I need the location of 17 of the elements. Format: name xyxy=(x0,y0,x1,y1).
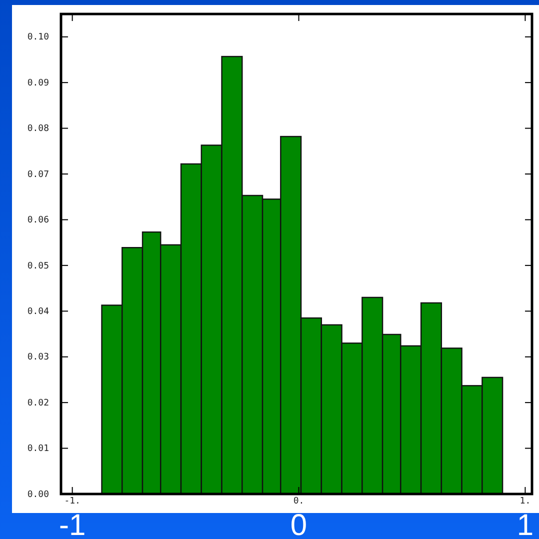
y-tick-label: 0.06 xyxy=(27,216,49,226)
y-tick-label: 0.09 xyxy=(27,78,49,88)
y-tick-label: 0.07 xyxy=(27,170,49,180)
text: -1 xyxy=(58,509,86,539)
y-tick-label: 0.03 xyxy=(27,352,49,363)
y-tick-label: 0.10 xyxy=(27,32,49,43)
y-tick-label: 0.08 xyxy=(27,124,49,134)
x-tick-label: 1. xyxy=(520,496,531,506)
y-tick-label: 0.01 xyxy=(27,444,49,454)
y-tick-label: 0.00 xyxy=(27,490,49,500)
y-tick-label: 0.02 xyxy=(27,398,49,408)
y-tick-label: 0.04 xyxy=(27,307,49,318)
x-tick-label: -1. xyxy=(64,496,80,506)
y-tick-label: 0.05 xyxy=(27,261,49,272)
text: 1 xyxy=(516,509,534,539)
text: 0 xyxy=(290,509,308,539)
x-tick-label: 0. xyxy=(293,496,304,506)
